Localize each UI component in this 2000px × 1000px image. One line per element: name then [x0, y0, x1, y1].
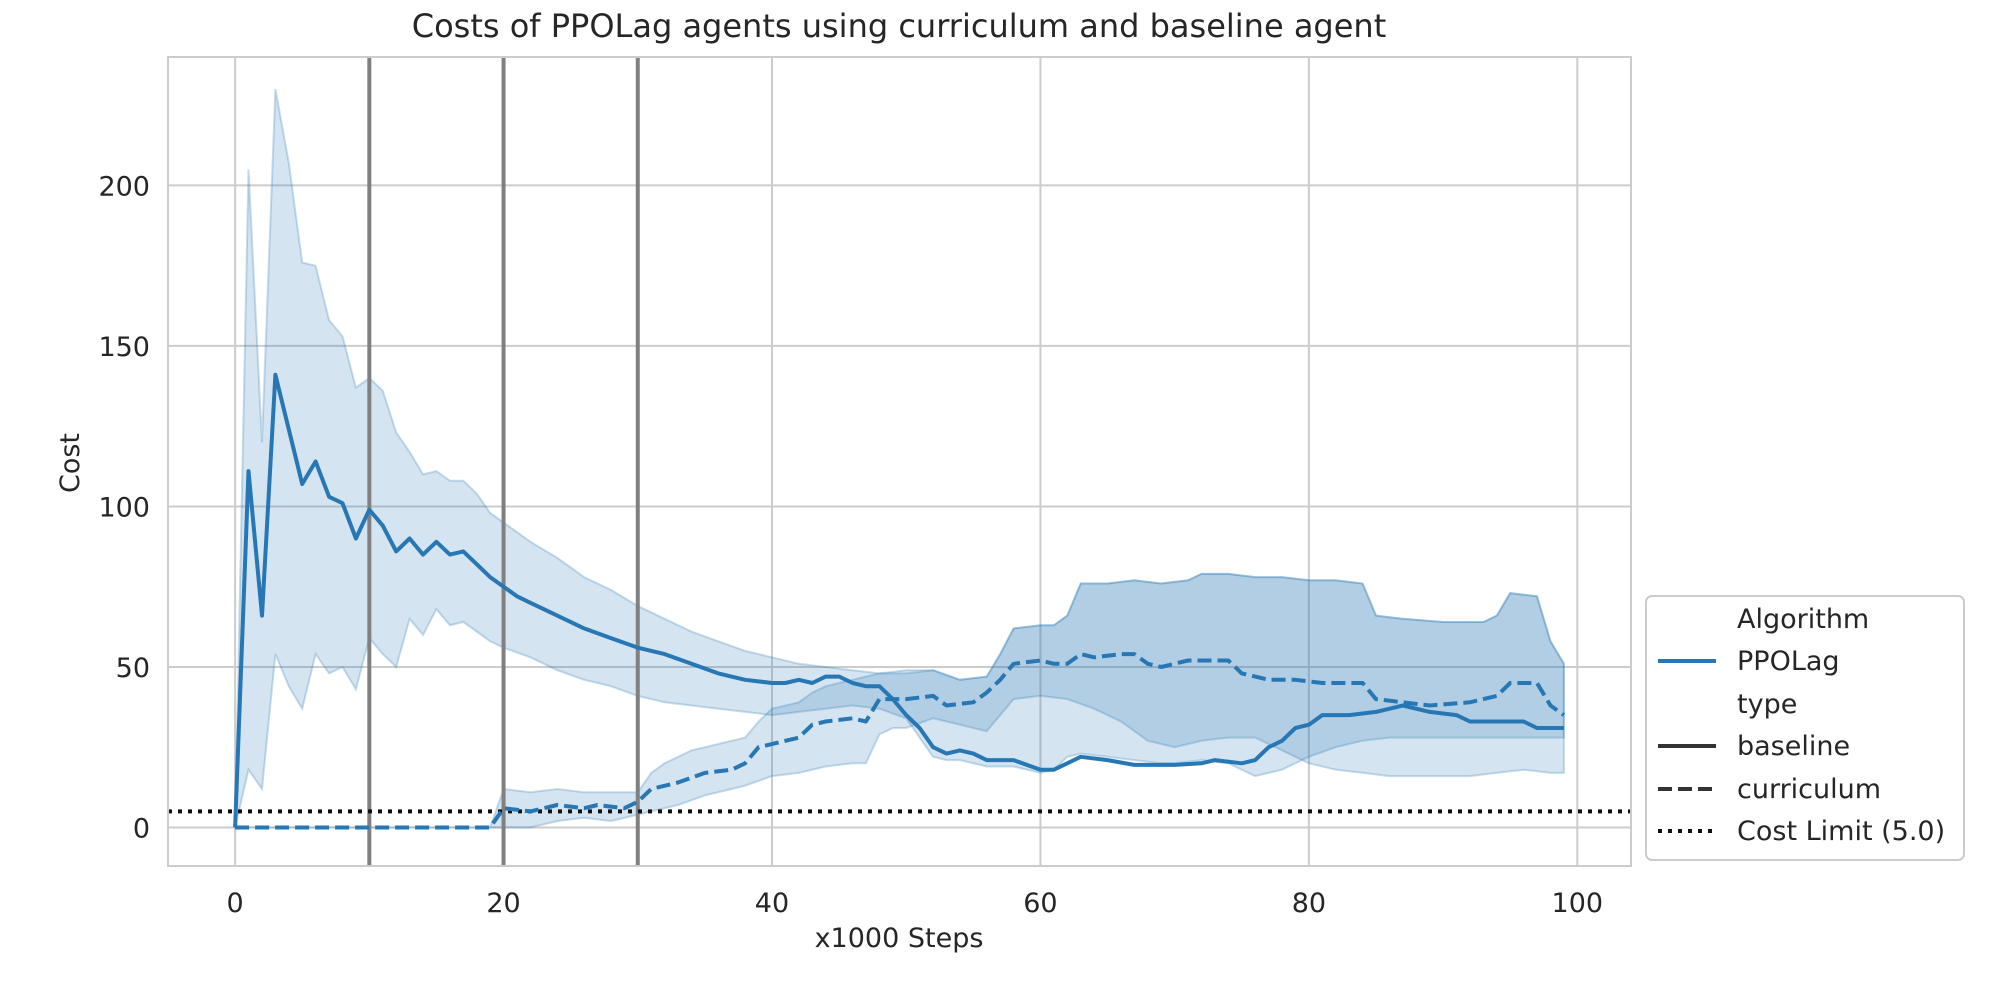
plot-frame	[167, 56, 1632, 867]
y-axis-label: Cost	[55, 433, 86, 493]
legend-entry-cost-limit: Cost Limit (5.0)	[1737, 816, 1945, 847]
chart-title: Costs of PPOLag agents using curriculum …	[412, 7, 1387, 45]
band-curriculum	[235, 572, 1565, 829]
legend-entry-ppolag: PPOLag	[1737, 646, 1840, 677]
legend-box	[1645, 595, 1965, 861]
x-tick-label: 100	[1552, 888, 1604, 919]
x-axis-label: x1000 Steps	[815, 923, 984, 954]
y-tick-labels: 0 50 100 150 200	[98, 171, 150, 844]
series-line-baseline	[233, 372, 1564, 828]
curriculum-stage-lines	[367, 57, 640, 866]
x-tick-labels: 0 20 40 60 80 100	[227, 888, 1604, 919]
legend-title-algorithm: Algorithm	[1737, 604, 1869, 635]
x-tick-label: 40	[755, 888, 789, 919]
legend-entry-curriculum: curriculum	[1737, 774, 1881, 805]
x-tick-label: 60	[1023, 888, 1057, 919]
y-tick-label: 100	[98, 492, 150, 523]
y-tick-label: 0	[133, 813, 150, 844]
x-tick-label: 0	[227, 888, 244, 919]
x-tick-label: 20	[486, 888, 520, 919]
legend-title-type: type	[1737, 689, 1797, 720]
band-baseline	[234, 88, 1565, 828]
legend: Algorithm PPOLag type baseline curriculu…	[1645, 595, 1965, 861]
series-line-curriculum	[235, 652, 1566, 830]
grid-lines	[168, 57, 1631, 866]
y-tick-label: 150	[98, 332, 150, 363]
confidence-bands	[234, 88, 1565, 829]
y-tick-label: 200	[98, 171, 150, 202]
y-tick-label: 50	[116, 653, 150, 684]
x-tick-label: 80	[1292, 888, 1326, 919]
legend-entry-baseline: baseline	[1737, 731, 1850, 762]
series-lines	[233, 372, 1566, 830]
